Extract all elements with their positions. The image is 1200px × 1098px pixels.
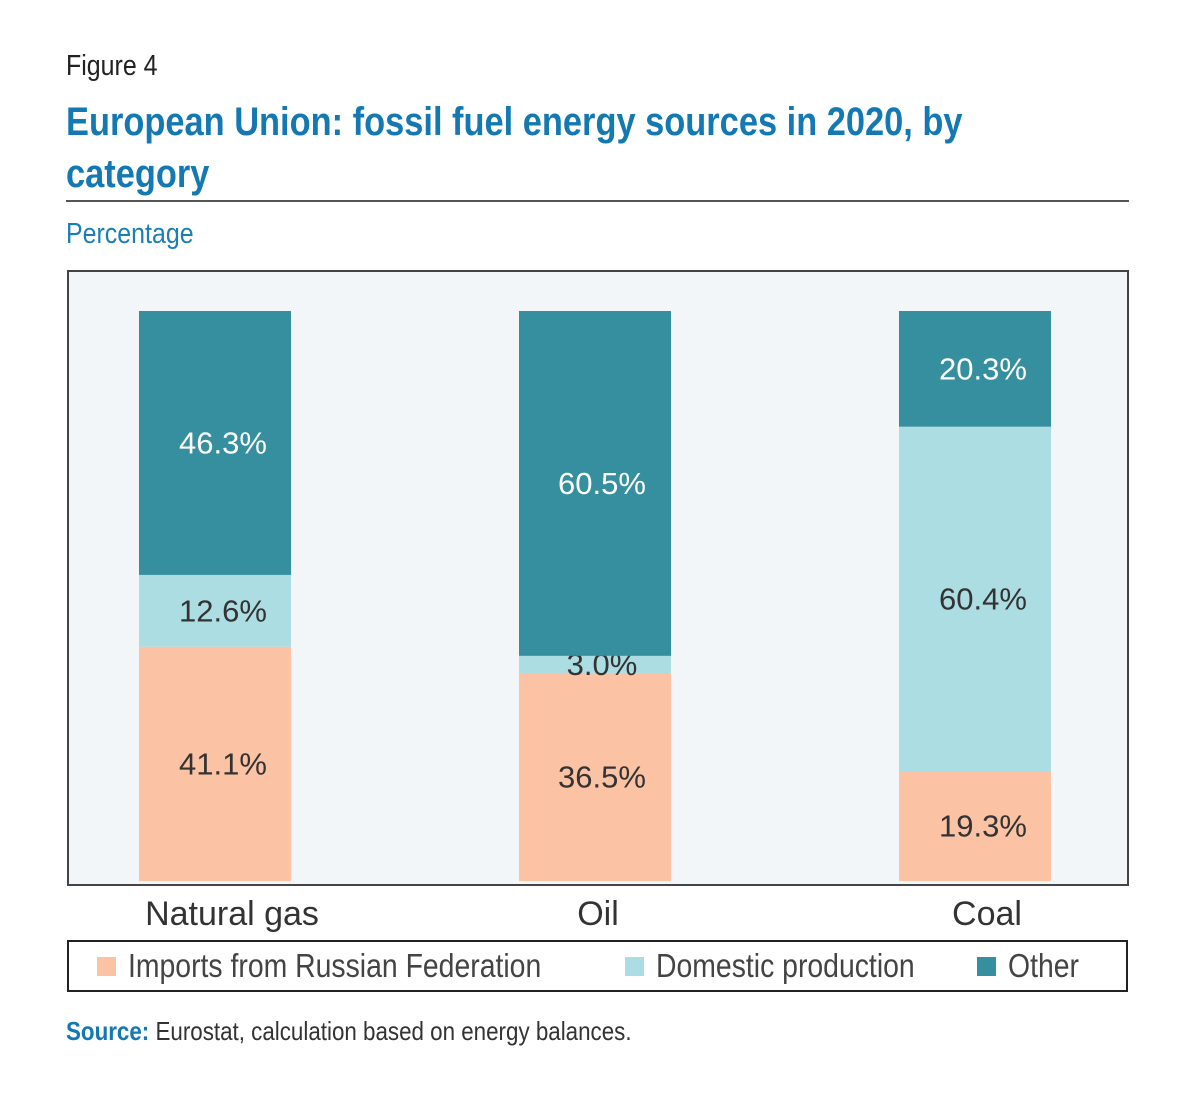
- legend-item-domestic: Domestic production: [625, 942, 957, 990]
- legend-label-other: Other: [1008, 947, 1079, 984]
- legend: Imports from Russian Federation Domestic…: [67, 940, 1128, 992]
- category-label-coal: Coal: [952, 895, 1022, 933]
- data-label-oil-other: 60.5%: [558, 466, 646, 501]
- data-label-oil-imports: 36.5%: [558, 759, 646, 794]
- data-label-coal-other: 20.3%: [939, 351, 1027, 386]
- chart-title: European Union: fossil fuel energy sourc…: [66, 100, 963, 196]
- bar-segment-natural-gas-domestic: [139, 574, 291, 647]
- chart-subtitle: Percentage: [66, 218, 194, 250]
- legend-swatch-other: [977, 956, 996, 976]
- bar-segment-coal-other: [899, 311, 1051, 427]
- data-label-coal-imports: 19.3%: [939, 808, 1027, 843]
- legend-label-imports: Imports from Russian Federation: [128, 947, 542, 984]
- data-label-natural-gas-domestic: 12.6%: [179, 593, 267, 628]
- source-label: Source:: [66, 1016, 150, 1046]
- bar-segment-coal-domestic: [899, 426, 1051, 771]
- category-label-natural-gas: Natural gas: [145, 895, 319, 933]
- data-label-natural-gas-imports: 41.1%: [179, 746, 267, 781]
- bar-segment-oil-other: [519, 311, 671, 656]
- source-note: Source: Eurostat, calculation based on e…: [66, 1016, 632, 1047]
- data-label-natural-gas-other: 46.3%: [179, 425, 267, 460]
- figure-label: Figure 4: [66, 50, 158, 82]
- bar-segment-natural-gas-other: [139, 311, 291, 575]
- legend-swatch-domestic: [625, 956, 644, 976]
- bar-segment-coal-imports: [899, 770, 1051, 881]
- data-label-coal-domestic: 60.4%: [939, 581, 1027, 616]
- bar-segment-oil-imports: [519, 672, 671, 881]
- legend-label-domestic: Domestic production: [656, 947, 915, 984]
- legend-swatch-imports: [97, 956, 116, 976]
- title-divider: [66, 200, 1129, 202]
- category-label-oil: Oil: [577, 895, 619, 933]
- legend-item-imports: Imports from Russian Federation: [97, 942, 609, 990]
- bar-segment-natural-gas-imports: [139, 646, 291, 881]
- source-text: Eurostat, calculation based on energy ba…: [149, 1016, 632, 1046]
- bar-segment-oil-domestic: [519, 655, 671, 673]
- legend-item-other: Other: [977, 942, 1091, 990]
